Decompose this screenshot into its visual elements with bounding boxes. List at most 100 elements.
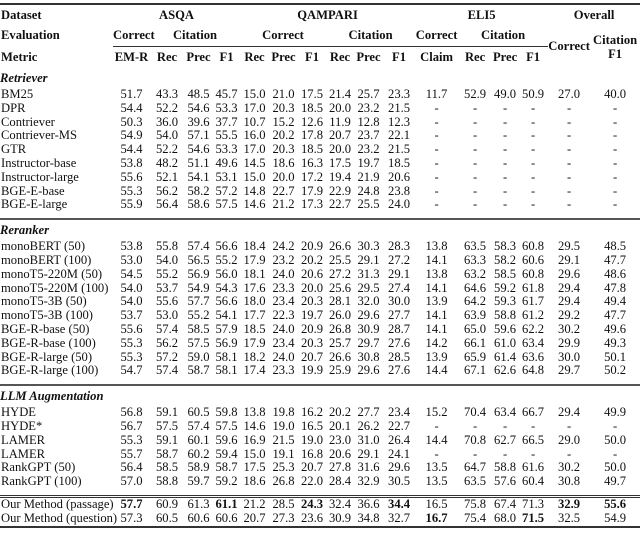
value-cell: 56.5 — [187, 252, 210, 267]
value-cell: - — [472, 142, 478, 157]
value-cell: 32.4 — [326, 494, 354, 512]
method-name: Instructor-base — [1, 155, 77, 170]
value-cell: 18.5 — [300, 100, 324, 115]
value-cell: 30.2 — [558, 321, 581, 336]
value-cell: 24.0 — [388, 197, 411, 212]
method-name: GTR — [1, 142, 27, 157]
value-cell: - — [566, 155, 572, 170]
section-title: Reranker — [0, 218, 640, 241]
value-cell: 57.4 — [187, 239, 210, 254]
value-cell: 54.1 — [187, 169, 210, 184]
value-cell: 20.3 — [272, 142, 295, 157]
value-cell: 18.1 — [243, 266, 266, 281]
value-cell: 23.2 — [357, 142, 380, 157]
table-row: monoT5-3B (100) 53.7 53.0 55.2 54.1 17.7 22.3 1… — [0, 308, 640, 323]
value-cell: 61.1 — [213, 494, 240, 512]
value-cell: 50.3 — [120, 114, 143, 129]
value-cell: 55.7 — [120, 446, 143, 461]
metric-label-2: Metric — [1, 49, 38, 64]
value-cell: 54.3 — [215, 280, 238, 295]
value-cell: 29.6 — [357, 363, 380, 378]
value-cell: - — [612, 128, 618, 143]
value-cell: 17.2 — [300, 169, 324, 184]
value-cell: 24.8 — [357, 183, 380, 198]
value-cell: 56.9 — [187, 266, 210, 281]
value-cell: 20.2 — [328, 405, 352, 420]
value-cell: 20.6 — [388, 169, 411, 184]
value-cell: 48.2 — [155, 155, 179, 170]
value-cell: 30.2 — [558, 460, 581, 475]
value-cell: - — [566, 418, 572, 433]
value-cell: 32.9 — [357, 474, 380, 489]
value-cell: 58.3 — [494, 239, 517, 254]
value-cell: 48.6 — [604, 266, 627, 281]
table-row: HYDE 56.8 59.1 60.5 59.8 13.8 19.8 16.2 20.2 27.7… — [0, 405, 640, 420]
value-cell: 29.0 — [558, 432, 581, 447]
value-cell: 55.6 — [590, 494, 640, 512]
value-cell: 23.4 — [272, 335, 295, 350]
method-name: monoT5-220M (50) — [1, 266, 103, 281]
value-cell: 20.7 — [240, 511, 269, 528]
table-row: BGE-R-large (50) 55.3 57.2 59.0 58.1 18.2 24.0… — [0, 349, 640, 365]
overall-correct-header: Correct — [548, 39, 590, 53]
table-row: monoBERT (100) 53.0 54.0 56.5 55.2 17.9 23.2 20… — [0, 252, 640, 268]
value-cell: 75.8 — [458, 494, 493, 512]
value-cell: 29.1 — [388, 266, 411, 281]
value-cell: 71.3 — [518, 494, 549, 512]
value-cell: 12.6 — [300, 114, 324, 129]
value-cell: 53.0 — [120, 252, 143, 267]
value-cell: 50.1 — [604, 349, 627, 364]
method-name: Contriever — [1, 114, 55, 129]
value-cell: 63.3 — [464, 252, 487, 267]
table-body: Retriever BM25 51.7 43.3 48.5 45.7 15.0 21.0 17.… — [0, 68, 640, 528]
value-cell: 22.9 — [328, 183, 352, 198]
value-cell: 54.0 — [120, 294, 143, 309]
value-cell: 56.6 — [215, 294, 238, 309]
value-cell: 55.3 — [120, 335, 143, 350]
value-cell: 30.9 — [326, 511, 354, 528]
value-cell: 57.1 — [187, 128, 210, 143]
value-cell: 27.0 — [558, 87, 581, 101]
value-cell: 29.2 — [558, 308, 581, 323]
value-cell: 14.4 — [425, 363, 448, 378]
value-cell: 60.8 — [522, 266, 545, 281]
value-cell: 28.5 — [269, 494, 298, 512]
value-cell: 61.2 — [522, 308, 545, 323]
value-cell: 11.9 — [329, 114, 351, 129]
value-cell: 25.7 — [328, 335, 352, 350]
value-cell: 25.7 — [357, 87, 380, 101]
method-name: Instructor-large — [1, 169, 79, 184]
value-cell: 60.6 — [522, 252, 545, 267]
value-cell: 31.3 — [357, 266, 380, 281]
value-cell: 58.1 — [215, 363, 238, 378]
method-name: Our Method (passage) — [0, 494, 114, 512]
value-cell: - — [434, 142, 439, 157]
value-cell: 21.5 — [272, 432, 295, 447]
value-cell: 22.0 — [300, 474, 324, 489]
value-cell: 30.5 — [388, 474, 411, 489]
value-cell: 26.8 — [272, 474, 295, 489]
value-cell: 57.6 — [494, 474, 517, 489]
value-cell: 58.9 — [187, 460, 210, 475]
value-cell: 67.1 — [464, 363, 487, 378]
value-cell: 54.0 — [155, 128, 179, 143]
value-cell: - — [612, 197, 618, 212]
value-cell: 26.6 — [328, 349, 352, 364]
value-cell: 54.1 — [215, 308, 238, 323]
value-cell: 47.7 — [604, 308, 627, 323]
value-cell: 60.5 — [187, 405, 210, 420]
value-cell: 14.1 — [425, 280, 448, 295]
value-cell: 62.2 — [522, 321, 545, 336]
value-cell: 57.9 — [215, 321, 238, 336]
value-cell: 66.1 — [464, 335, 487, 350]
value-cell: 49.3 — [604, 335, 627, 350]
value-cell: 20.0 — [328, 142, 352, 157]
value-cell: 57.7 — [187, 294, 210, 309]
value-cell: - — [612, 155, 618, 170]
value-cell: 31.6 — [357, 460, 380, 475]
value-cell: 26.4 — [388, 432, 411, 447]
value-cell: 53.3 — [215, 142, 238, 157]
value-cell: 49.0 — [494, 87, 517, 101]
value-cell: 64.6 — [464, 280, 487, 295]
value-cell: 17.0 — [243, 142, 266, 157]
